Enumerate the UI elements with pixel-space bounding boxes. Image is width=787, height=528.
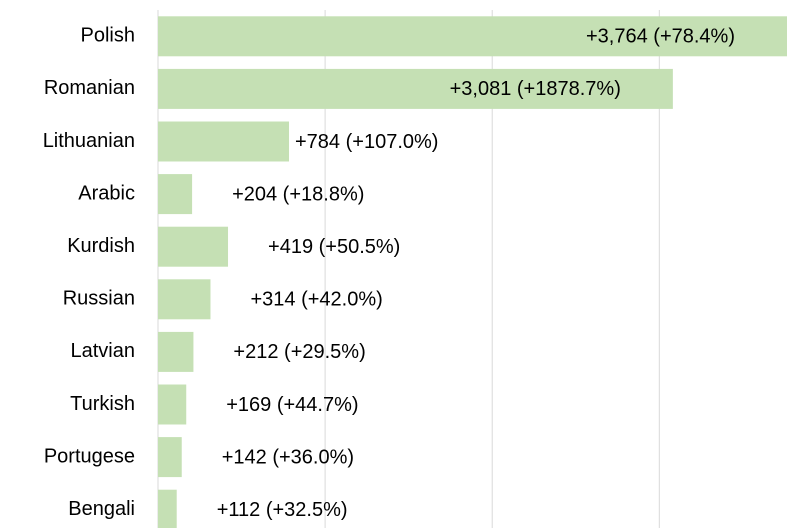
data-label: +142 (+36.0%) [222, 446, 354, 468]
bar [158, 489, 177, 528]
bar [158, 174, 193, 215]
category-label: Bengali [68, 498, 135, 520]
category-label: Latvian [71, 340, 136, 362]
bar [158, 331, 194, 372]
category-label: Romanian [44, 77, 135, 99]
data-label: +204 (+18.8%) [232, 183, 364, 205]
category-label: Polish [81, 25, 135, 47]
data-label: +784 (+107.0%) [295, 131, 438, 153]
category-label: Kurdish [67, 235, 135, 257]
bar [158, 437, 182, 478]
bar [158, 279, 211, 320]
category-label: Lithuanian [43, 130, 135, 152]
bar [158, 68, 673, 109]
category-label: Arabic [78, 182, 135, 204]
data-label: +419 (+50.5%) [268, 236, 400, 258]
bar [158, 384, 187, 425]
data-label: +314 (+42.0%) [250, 289, 382, 311]
bar [158, 121, 290, 162]
data-label: +112 (+32.5%) [217, 499, 348, 521]
category-label: Turkish [70, 393, 135, 415]
category-label: Portugese [44, 445, 135, 467]
data-label: +169 (+44.7%) [226, 394, 358, 416]
bar [158, 16, 787, 57]
bar [158, 226, 229, 267]
data-label: +3,764 (+78.4%) [586, 26, 735, 48]
data-label: +212 (+29.5%) [233, 341, 365, 363]
category-label: Russian [63, 288, 135, 310]
data-label: +3,081 (+1878.7%) [450, 78, 621, 100]
